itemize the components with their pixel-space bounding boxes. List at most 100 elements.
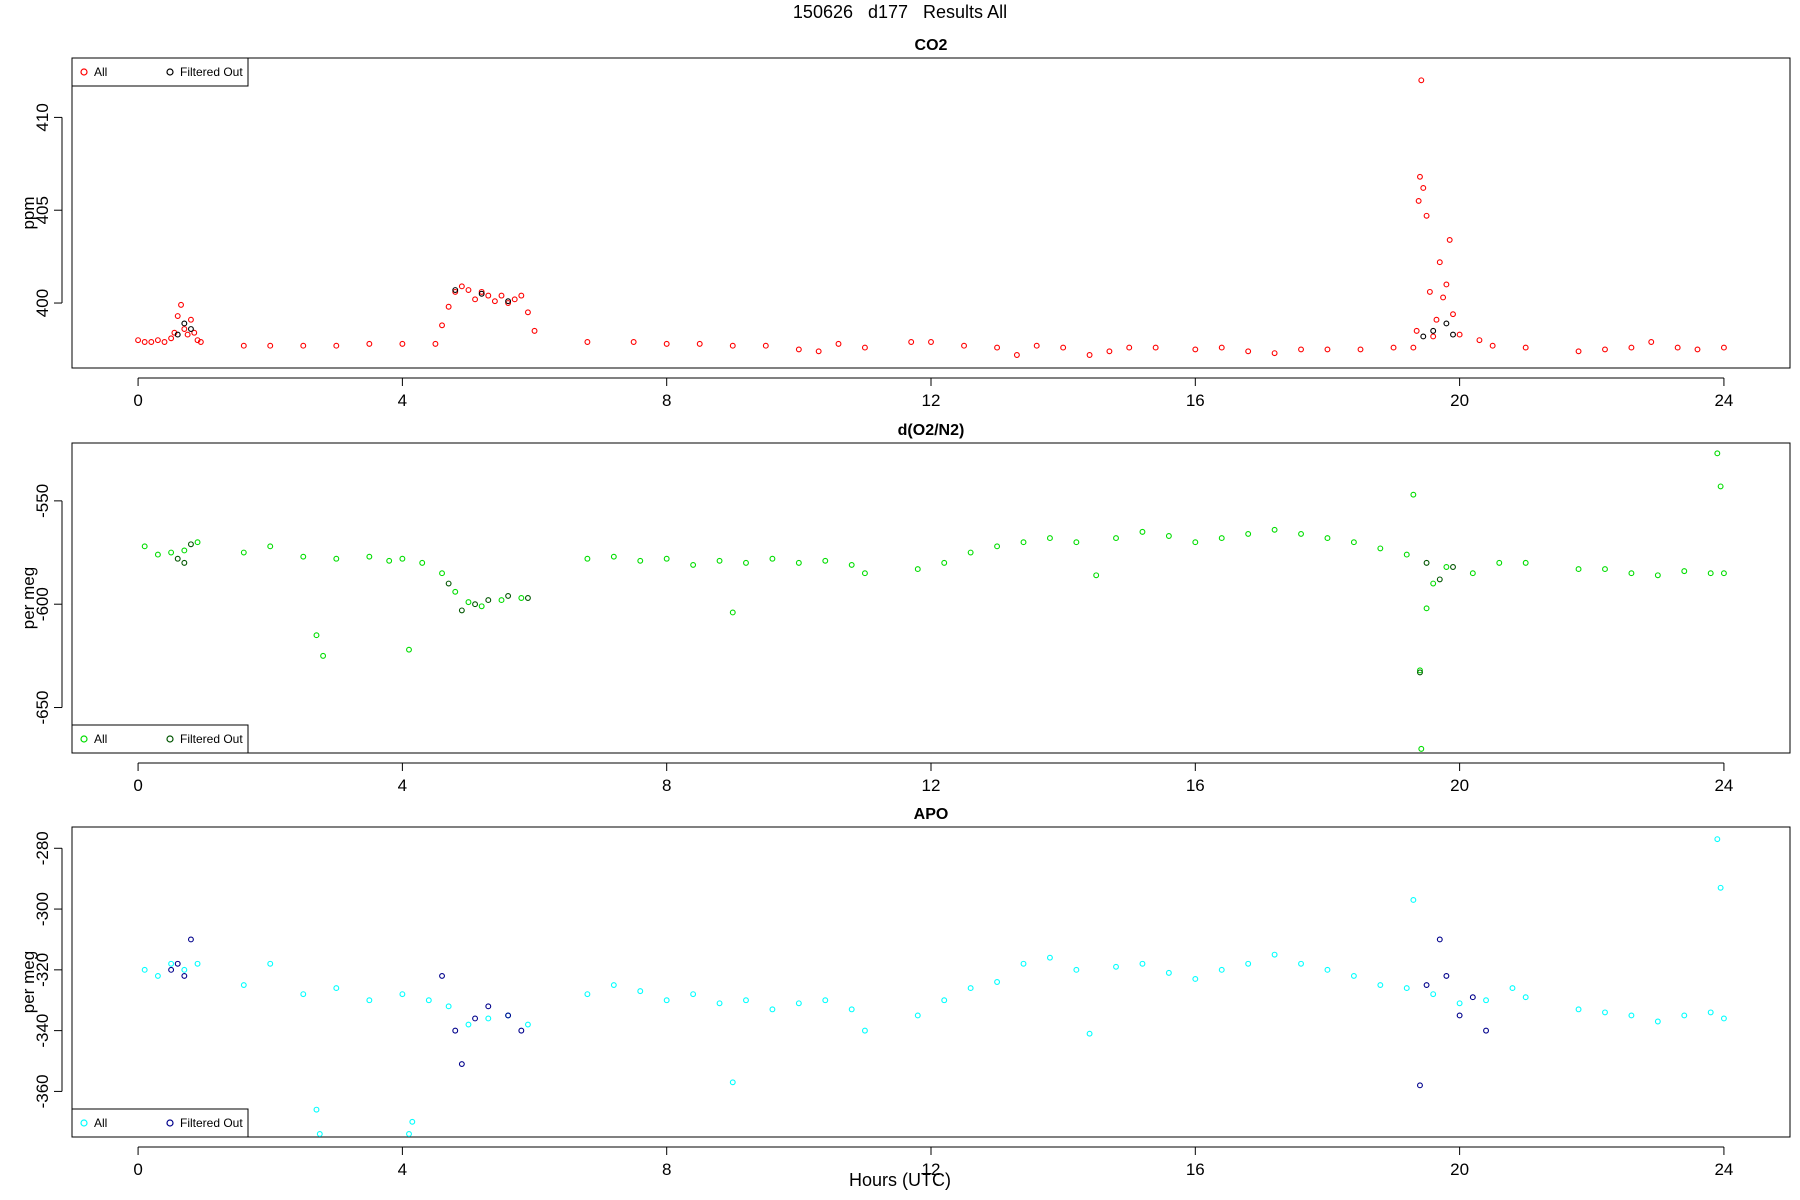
data-point bbox=[1033, 342, 1040, 349]
data-point bbox=[425, 997, 432, 1004]
data-point bbox=[1324, 966, 1331, 973]
plot-frame bbox=[71, 442, 1791, 754]
data-point bbox=[1420, 333, 1427, 340]
data-point bbox=[1357, 346, 1364, 353]
y-axis-label: ppm bbox=[19, 196, 38, 229]
data-point bbox=[861, 570, 868, 577]
data-point bbox=[1681, 568, 1688, 575]
data-point bbox=[1575, 566, 1582, 573]
data-point bbox=[1681, 1012, 1688, 1019]
data-point bbox=[1410, 344, 1417, 351]
data-point bbox=[399, 555, 406, 562]
data-point bbox=[485, 292, 492, 299]
data-point bbox=[1423, 605, 1430, 612]
y-tick-label: -340 bbox=[33, 1014, 52, 1048]
data-point bbox=[1430, 580, 1437, 587]
x-tick-label: 0 bbox=[133, 1160, 142, 1179]
data-point bbox=[141, 543, 148, 550]
x-tick-label: 12 bbox=[922, 776, 941, 795]
legend-label: All bbox=[94, 65, 107, 79]
y-tick-label: 405 bbox=[33, 196, 52, 224]
data-point bbox=[432, 340, 439, 347]
data-point bbox=[1450, 564, 1456, 570]
figure-title: 150626 d177 Results All bbox=[792, 2, 1008, 22]
data-point bbox=[181, 320, 188, 327]
data-point bbox=[1046, 954, 1053, 961]
data-point bbox=[1440, 294, 1447, 301]
legend-marker bbox=[80, 1119, 88, 1127]
x-tick-label: 4 bbox=[398, 776, 407, 795]
data-point bbox=[154, 972, 161, 979]
x-tick-label: 8 bbox=[662, 1160, 671, 1179]
data-point bbox=[1575, 348, 1582, 355]
data-point bbox=[822, 557, 829, 564]
x-tick-label: 0 bbox=[133, 776, 142, 795]
data-point bbox=[505, 298, 512, 305]
data-point bbox=[478, 290, 485, 297]
data-point bbox=[663, 555, 670, 562]
data-point bbox=[663, 997, 670, 1004]
data-point bbox=[762, 342, 769, 349]
data-point bbox=[1430, 991, 1437, 998]
data-point bbox=[1152, 344, 1159, 351]
data-point bbox=[861, 1027, 868, 1034]
data-point bbox=[1410, 491, 1417, 498]
data-point bbox=[1602, 346, 1608, 353]
data-point bbox=[861, 344, 868, 351]
data-point bbox=[472, 1015, 479, 1022]
data-point bbox=[498, 597, 505, 604]
data-point bbox=[154, 337, 161, 344]
data-point bbox=[1450, 331, 1456, 338]
data-point bbox=[154, 551, 161, 558]
data-point bbox=[320, 652, 327, 659]
data-point bbox=[1139, 960, 1146, 967]
data-point bbox=[518, 1027, 525, 1034]
x-tick-label: 12 bbox=[922, 391, 941, 410]
data-point bbox=[815, 348, 822, 355]
data-point bbox=[168, 335, 175, 342]
data-point bbox=[769, 1006, 776, 1013]
data-point bbox=[716, 557, 723, 564]
panel-title: d(O2/N2) bbox=[898, 422, 965, 439]
data-point bbox=[637, 557, 644, 564]
data-point bbox=[452, 287, 459, 293]
data-point bbox=[795, 559, 802, 566]
x-tick-label: 16 bbox=[1186, 776, 1205, 795]
x-tick-label: 24 bbox=[1714, 1160, 1733, 1179]
data-point bbox=[795, 346, 802, 353]
data-point bbox=[1436, 576, 1443, 583]
data-point bbox=[478, 603, 485, 610]
x-axis-label: Hours (UTC) bbox=[849, 1170, 951, 1190]
data-point bbox=[1456, 1000, 1463, 1007]
data-point bbox=[729, 609, 736, 616]
series-filtered-out bbox=[174, 287, 1456, 340]
data-point bbox=[333, 985, 340, 992]
data-point bbox=[406, 1131, 412, 1137]
data-point bbox=[1403, 551, 1410, 558]
data-point bbox=[1324, 535, 1331, 542]
data-point bbox=[1073, 966, 1080, 973]
y-tick-label: -300 bbox=[33, 892, 52, 926]
data-point bbox=[1165, 533, 1172, 539]
plot-frame bbox=[71, 57, 1791, 369]
data-point bbox=[1522, 344, 1529, 351]
data-point bbox=[1390, 344, 1397, 351]
data-point bbox=[994, 344, 1001, 351]
data-point bbox=[181, 547, 188, 554]
data-point bbox=[1298, 346, 1304, 353]
x-tick-label: 4 bbox=[398, 391, 407, 410]
data-point bbox=[1720, 570, 1727, 577]
legend-label: Filtered Out bbox=[180, 65, 243, 79]
data-point bbox=[511, 296, 518, 303]
data-point bbox=[848, 1006, 855, 1013]
data-point bbox=[366, 340, 373, 347]
data-point bbox=[729, 342, 736, 349]
data-point bbox=[1271, 350, 1278, 357]
data-point bbox=[1417, 669, 1423, 676]
panel-1: d(O2/N2) per meg 0 4 8 12 16 20 24 -550 -600 -650 Al… bbox=[19, 422, 1791, 795]
data-point bbox=[1443, 320, 1450, 327]
data-point bbox=[531, 327, 538, 334]
x-tick-label: 20 bbox=[1450, 1160, 1469, 1179]
data-point bbox=[1496, 559, 1503, 566]
